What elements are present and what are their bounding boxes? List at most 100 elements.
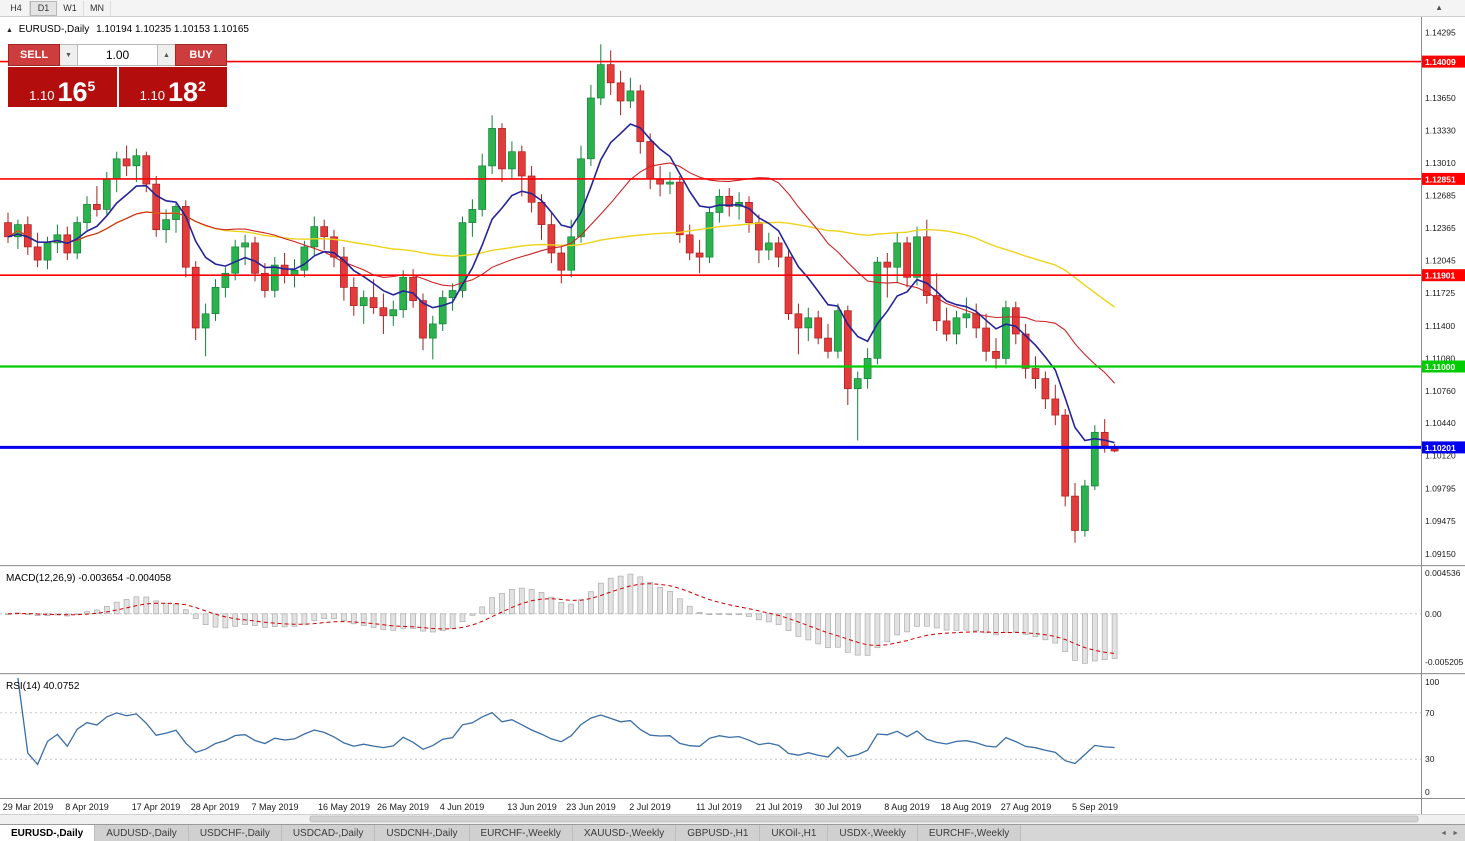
svg-text:1.10120: 1.10120 <box>1425 451 1456 461</box>
tab-eurusd-daily[interactable]: EURUSD-,Daily <box>0 825 96 841</box>
svg-text:1.09150: 1.09150 <box>1425 549 1456 559</box>
timeframe-d1-button[interactable]: D1 <box>30 0 57 16</box>
svg-text:1.14295: 1.14295 <box>1425 28 1456 38</box>
svg-text:30: 30 <box>1425 754 1435 764</box>
volume-decrease-button[interactable]: ▼ <box>60 44 77 66</box>
date-label: 5 Sep 2019 <box>1072 802 1118 812</box>
sell-price-prefix: 1.10 <box>29 88 55 103</box>
tabs-scroll-controls: ◄ ► <box>1440 825 1465 841</box>
svg-text:1.11080: 1.11080 <box>1425 353 1455 363</box>
buy-price-point: 2 <box>198 78 206 94</box>
h-scrollbar-thumb[interactable] <box>309 815 1419 823</box>
buy-price-display[interactable]: 1.10 18 2 <box>118 67 227 107</box>
tabs-scroll-right-icon[interactable]: ► <box>1452 829 1459 837</box>
tab-gbpusd-h1[interactable]: GBPUSD-,H1 <box>676 825 761 841</box>
tab-usdcnh-daily[interactable]: USDCNH-,Daily <box>375 825 470 841</box>
trade-prices-row: 1.10 16 5 1.10 18 2 <box>8 67 227 107</box>
tab-eurchf-weekly[interactable]: EURCHF-,Weekly <box>917 825 1022 841</box>
date-label: 13 Jun 2019 <box>507 802 557 812</box>
timeframe-mn-button[interactable]: MN <box>84 0 111 16</box>
axis-price-badge <box>1422 55 1465 68</box>
tab-eurchf-weekly[interactable]: EURCHF-,Weekly <box>469 825 573 841</box>
date-label: 2 Jul 2019 <box>629 802 671 812</box>
svg-text:0.004536: 0.004536 <box>1425 568 1461 578</box>
axis-price-badge <box>1422 172 1465 185</box>
svg-text:1.09795: 1.09795 <box>1425 484 1456 494</box>
svg-text:-0.005205: -0.005205 <box>1425 657 1464 667</box>
svg-text:1.11901: 1.11901 <box>1425 271 1456 281</box>
toolbar-collapse-icon[interactable]: ▲ <box>1435 3 1443 12</box>
chart-tabs-bar: EURUSD-,Daily AUDUSD-,Daily USDCHF-,Daily U… <box>0 824 1465 841</box>
date-label: 21 Jul 2019 <box>756 802 803 812</box>
price-axis[interactable]: 1.14295 1.13650 1.13330 1.13010 1.12685 1.123… <box>1421 17 1465 814</box>
panel-collapse-icon[interactable]: ▲ <box>6 27 13 34</box>
chart-ohlc-header: ▲ EURUSD-,Daily 1.10194 1.10235 1.10153 … <box>6 24 253 35</box>
timeframe-w1-button[interactable]: W1 <box>57 0 84 16</box>
macd-label: MACD(12,26,9) -0.003654 -0.004058 <box>6 573 172 584</box>
chart-tabs-list: EURUSD-,Daily AUDUSD-,Daily USDCHF-,Daily U… <box>0 825 1022 841</box>
buy-price-prefix: 1.10 <box>139 88 165 103</box>
rsi-panel <box>0 677 1421 766</box>
rsi-label: RSI(14) 40.0752 <box>6 681 80 692</box>
moving-average-lines <box>7 123 1116 444</box>
chart-ohlc-values: 1.10194 1.10235 1.10153 1.10165 <box>96 24 249 35</box>
date-label: 4 Jun 2019 <box>440 802 485 812</box>
volume-input[interactable]: 1.00 <box>77 44 158 66</box>
tab-usdx-weekly[interactable]: USDX-,Weekly <box>828 825 918 841</box>
date-label: 26 May 2019 <box>377 802 429 812</box>
panel-frames: 29 Mar 2019 8 Apr 2019 17 Apr 2019 28 Apr 2… <box>0 565 1465 824</box>
date-label: 18 Aug 2019 <box>941 802 992 812</box>
svg-text:1.11725: 1.11725 <box>1425 288 1455 298</box>
svg-text:1.12365: 1.12365 <box>1425 223 1456 233</box>
volume-increase-button[interactable]: ▲ <box>158 44 175 66</box>
svg-text:100: 100 <box>1425 677 1439 687</box>
date-label: 28 Apr 2019 <box>191 802 240 812</box>
date-label: 29 Mar 2019 <box>3 802 54 812</box>
date-label: 23 Jun 2019 <box>566 802 616 812</box>
svg-text:1.13650: 1.13650 <box>1425 93 1456 103</box>
candlestick-series <box>4 44 1119 543</box>
chart-title: EURUSD-,Daily <box>18 24 90 35</box>
buy-price-pips: 18 <box>167 77 199 107</box>
tab-usdcad-daily[interactable]: USDCAD-,Daily <box>281 825 376 841</box>
tab-ukoil-h1[interactable]: UKOil-,H1 <box>760 825 829 841</box>
svg-text:1.13330: 1.13330 <box>1425 125 1456 135</box>
svg-text:70: 70 <box>1425 708 1435 718</box>
svg-text:1.11000: 1.11000 <box>1425 362 1456 372</box>
sell-price-pips: 16 <box>57 77 88 107</box>
timeframe-h4-button[interactable]: H4 <box>3 0 30 16</box>
date-label: 30 Jul 2019 <box>815 802 862 812</box>
chart-canvas[interactable]: 29 Mar 2019 8 Apr 2019 17 Apr 2019 28 Apr 2… <box>0 17 1465 824</box>
axis-price-badge <box>1422 360 1465 373</box>
tabs-scroll-left-icon[interactable]: ◄ <box>1440 829 1448 837</box>
trade-controls-row: SELL ▼ 1.00 ▲ BUY <box>8 44 227 66</box>
svg-text:1.13010: 1.13010 <box>1425 158 1456 168</box>
date-label: 17 Apr 2019 <box>132 802 181 812</box>
svg-text:1.10760: 1.10760 <box>1425 386 1456 396</box>
axis-price-badge <box>1422 441 1465 454</box>
date-label: 11 Jul 2019 <box>696 802 742 812</box>
top-toolbar: H4 D1 W1 MN ▲ <box>0 0 1465 17</box>
horizontal-level-lines[interactable] <box>0 60 1421 449</box>
svg-text:1.10201: 1.10201 <box>1425 443 1456 453</box>
tab-usdchf-daily[interactable]: USDCHF-,Daily <box>188 825 282 841</box>
svg-text:0: 0 <box>1425 787 1430 797</box>
date-label: 8 Aug 2019 <box>884 802 930 812</box>
sell-price-display[interactable]: 1.10 16 5 <box>8 67 117 107</box>
buy-button[interactable]: BUY <box>175 44 227 66</box>
date-label: 27 Aug 2019 <box>1001 802 1052 812</box>
svg-text:1.12685: 1.12685 <box>1425 191 1456 201</box>
svg-text:1.14009: 1.14009 <box>1425 57 1456 67</box>
svg-text:1.09475: 1.09475 <box>1425 516 1456 526</box>
axis-price-badge <box>1422 269 1465 282</box>
tab-audusd-daily[interactable]: AUDUSD-,Daily <box>95 825 189 841</box>
svg-text:1.12045: 1.12045 <box>1425 256 1456 266</box>
tab-xauusd-weekly[interactable]: XAUUSD-,Weekly <box>572 825 677 841</box>
svg-text:1.12851: 1.12851 <box>1425 174 1456 184</box>
svg-text:0.00: 0.00 <box>1425 609 1442 619</box>
sell-price-point: 5 <box>87 78 96 94</box>
date-label: 7 May 2019 <box>251 802 298 812</box>
one-click-trading-panel: SELL ▼ 1.00 ▲ BUY 1.10 16 5 1.10 18 2 <box>8 44 227 107</box>
sell-button[interactable]: SELL <box>8 44 60 66</box>
svg-text:1.10440: 1.10440 <box>1425 418 1456 428</box>
